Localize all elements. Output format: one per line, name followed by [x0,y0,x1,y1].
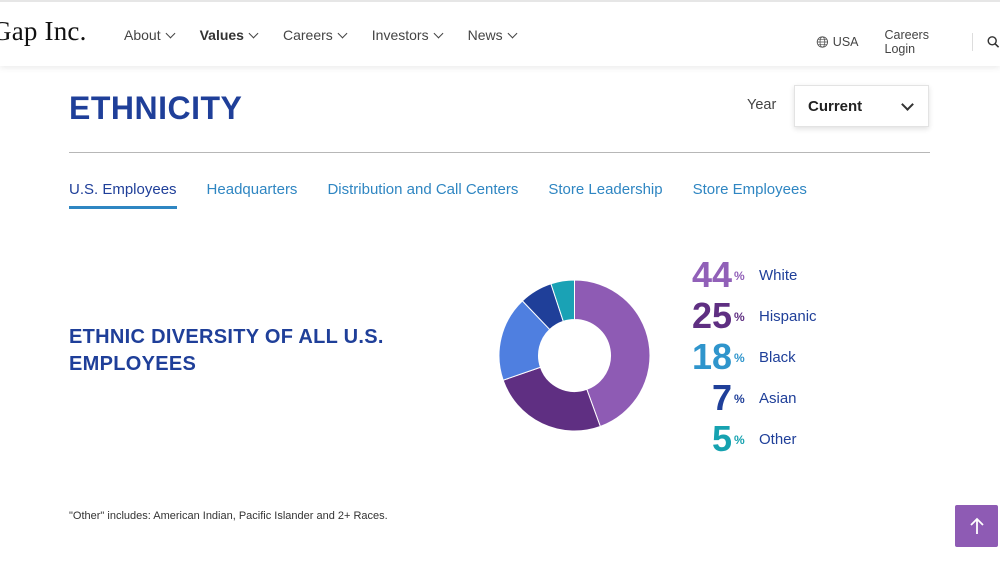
search-icon[interactable] [987,35,1000,49]
site-header: Gap Inc. About Values Careers Investors … [0,0,1000,66]
globe-icon [816,36,829,48]
legend-percent-sign: % [734,392,745,406]
tab-headquarters[interactable]: Headquarters [206,181,298,198]
arrow-up-icon [969,517,984,534]
donut-slice-white [574,279,651,428]
main-nav: About Values Careers Investors News [124,27,542,43]
careers-login-link[interactable]: Careers Login [884,28,929,56]
legend-value: 18 [691,336,732,377]
nav-investors[interactable]: Investors [371,27,444,43]
region-selector[interactable]: USA [832,35,859,49]
gap-inc-logo[interactable]: Gap Inc. [0,16,87,46]
ethnicity-donut-chart [498,279,651,432]
legend-item-white: 44% White [680,255,880,295]
nav-about[interactable]: About [124,27,176,43]
employee-tabs: U.S. Employees Headquarters Distribution… [69,181,837,209]
section-divider [69,152,930,153]
legend-item-hispanic: 25% Hispanic [680,296,880,336]
legend-percent-sign: % [734,351,745,365]
nav-values[interactable]: Values [199,27,259,43]
utility-nav: USA Careers Login [816,28,1000,56]
legend-value: 44 [691,254,732,295]
chevron-down-icon [165,28,176,38]
back-to-top-button[interactable] [955,505,998,547]
legend-value: 25 [691,295,732,336]
nav-careers[interactable]: Careers [282,27,348,43]
tab-us-employees[interactable]: U.S. Employees [69,181,177,209]
nav-news-label: News [467,27,503,43]
legend-value: 5 [711,418,732,459]
legend-item-black: 18% Black [680,337,880,377]
legend-item-other: 5% Other [680,419,880,459]
tab-store-employees[interactable]: Store Employees [692,181,807,198]
legend-percent-sign: % [734,310,745,324]
nav-values-label: Values [199,27,244,43]
legend-label: Asian [759,390,797,407]
donut-slice-other [550,279,575,322]
year-dropdown[interactable]: Current [794,85,929,127]
chevron-down-icon [507,28,518,38]
year-label: Year [747,97,777,113]
chevron-down-icon [248,28,259,38]
legend-label: White [759,267,798,284]
year-dropdown-value: Current [808,97,863,115]
donut-slice-hispanic [502,366,601,432]
legend-label: Other [759,431,797,448]
nav-investors-label: Investors [371,27,429,43]
legend-value: 7 [711,377,732,418]
legend-percent-sign: % [734,269,745,283]
section-title: ETHNICITY [69,90,243,126]
chart-heading: ETHNIC DIVERSITY OF ALL U.S. EMPLOYEES [69,326,384,375]
chevron-down-icon [337,28,348,38]
tab-distribution-call-centers[interactable]: Distribution and Call Centers [327,181,519,198]
legend-percent-sign: % [734,433,745,447]
legend-item-asian: 7% Asian [680,378,880,418]
legend-label: Hispanic [759,308,817,325]
footnote: "Other" includes: American Indian, Pacif… [69,510,388,522]
tab-store-leadership[interactable]: Store Leadership [548,181,663,198]
nav-news[interactable]: News [467,27,518,43]
chevron-down-icon [901,98,914,111]
chevron-down-icon [433,28,444,38]
nav-careers-label: Careers [282,27,333,43]
legend-label: Black [759,349,796,366]
nav-about-label: About [124,27,161,43]
nav-divider [972,33,974,51]
